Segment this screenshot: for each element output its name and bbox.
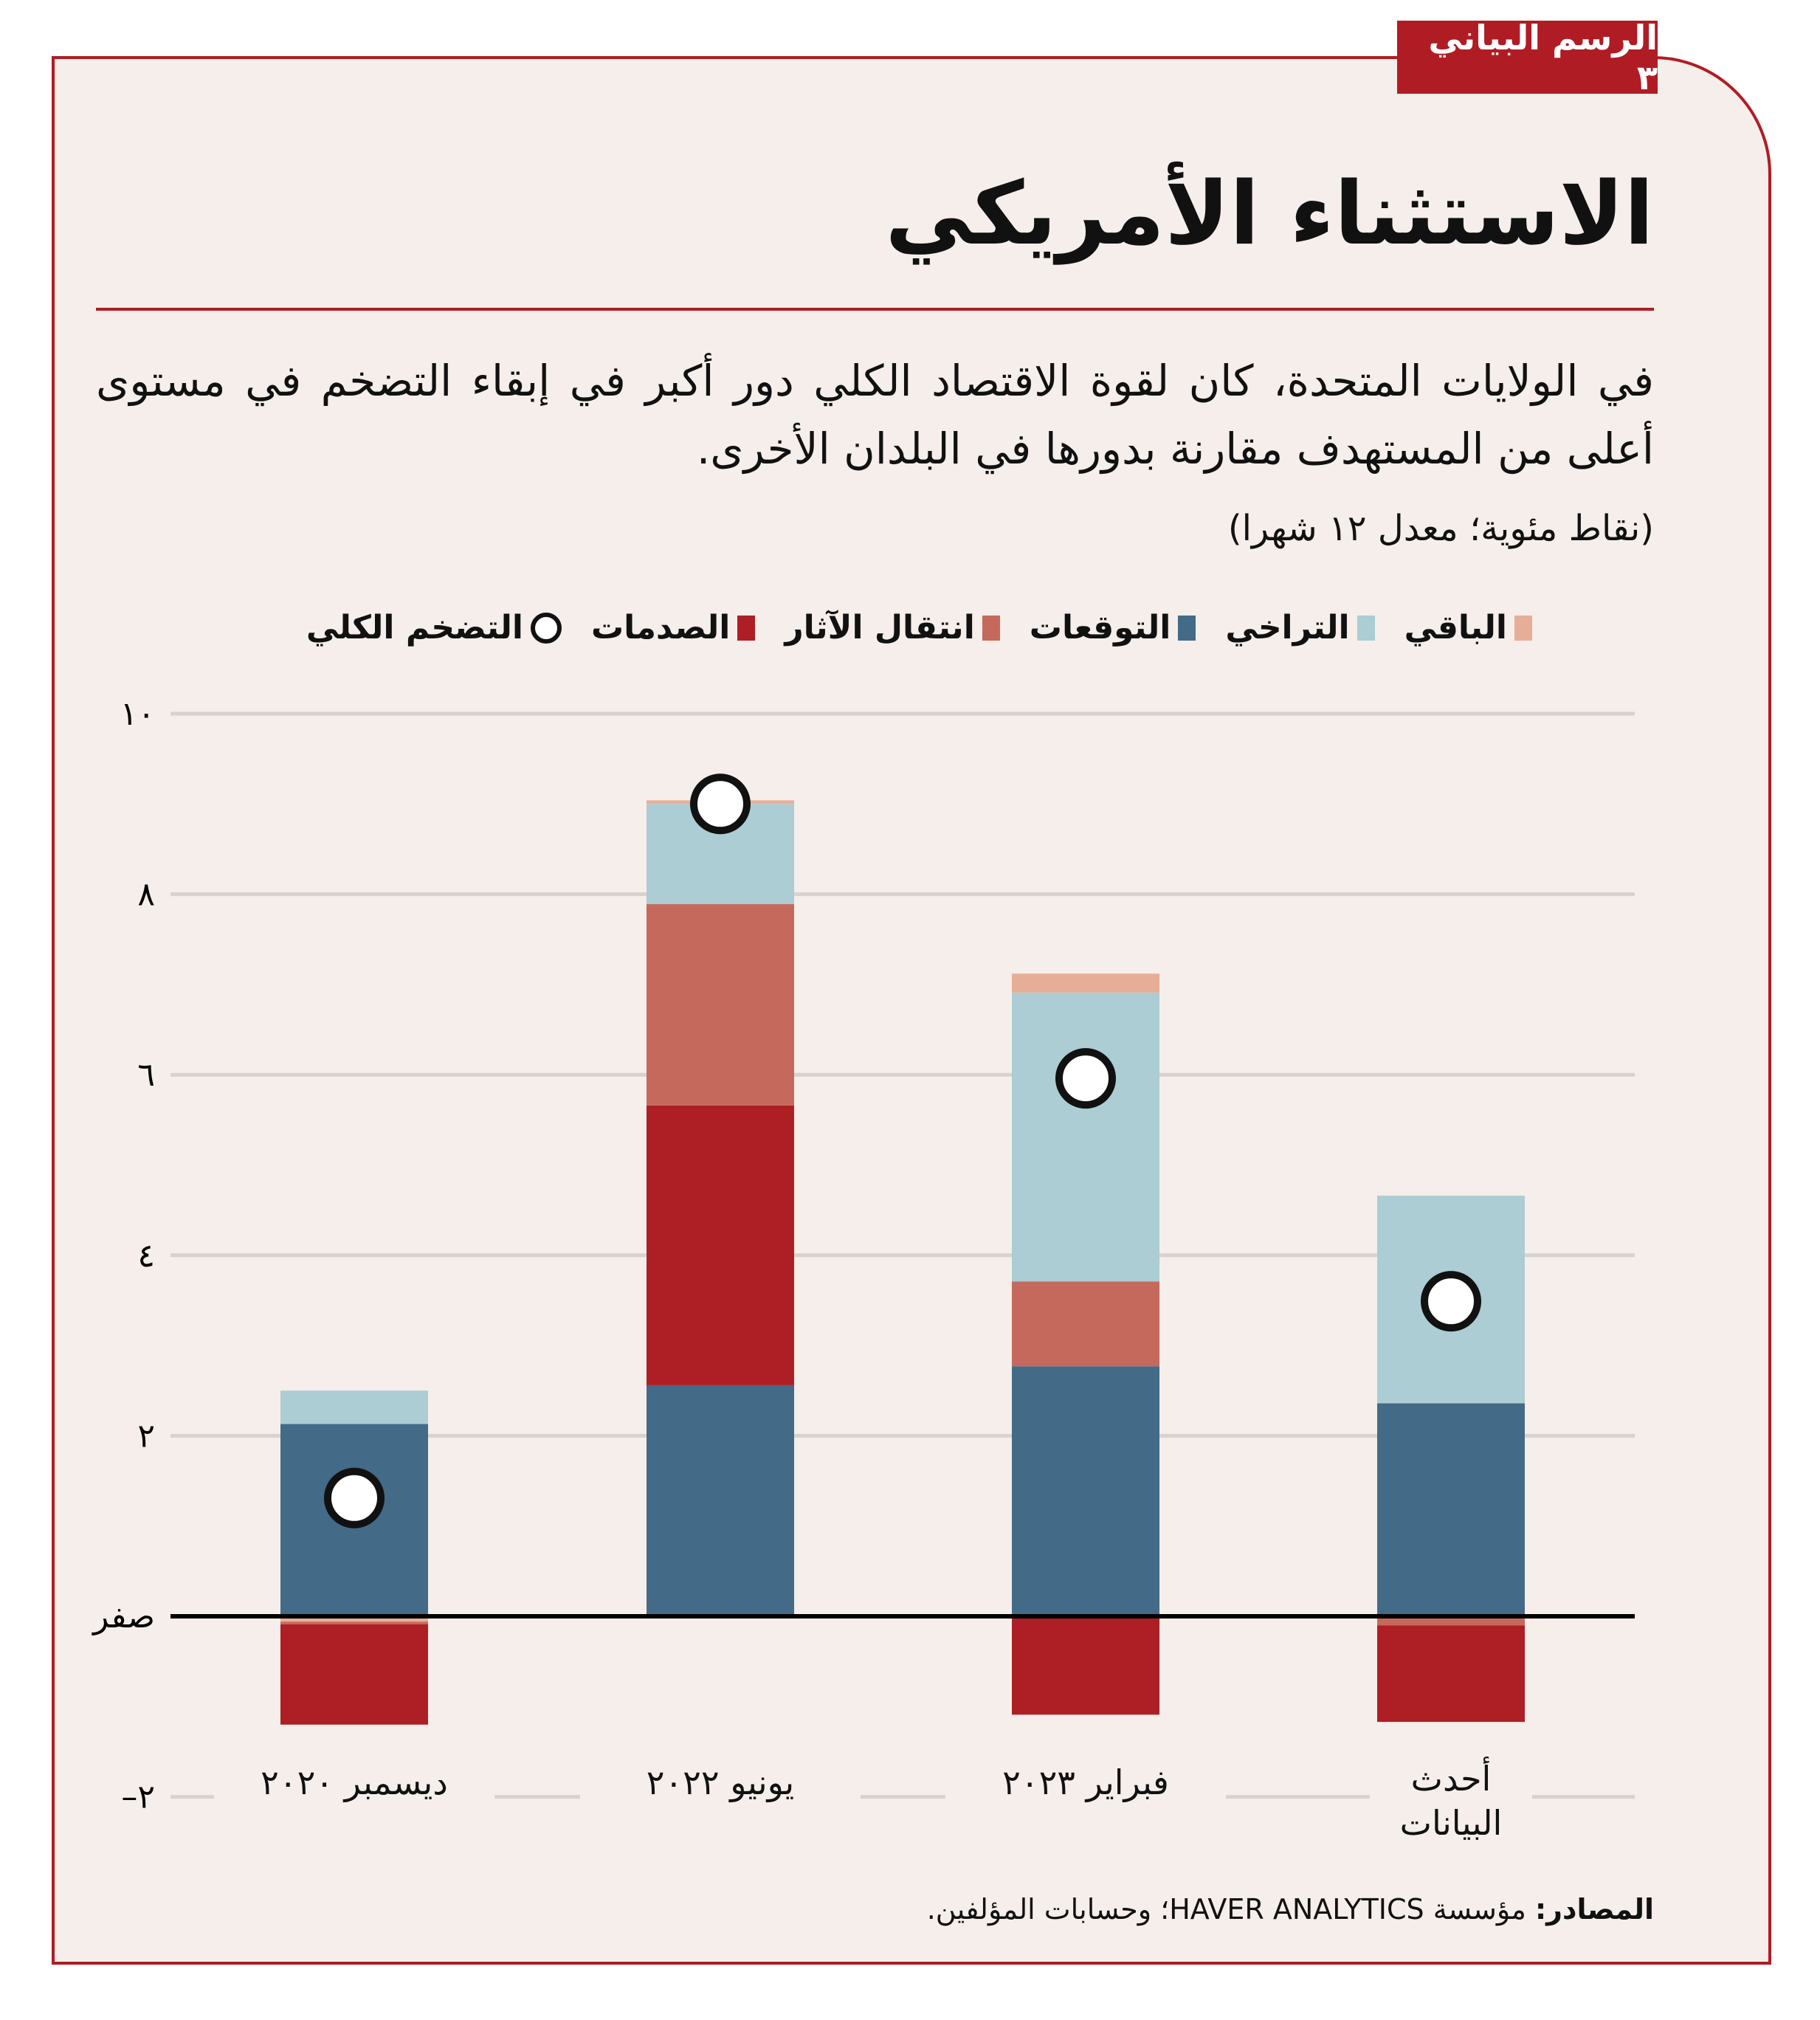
legend-swatch	[1178, 615, 1196, 641]
bar-segment	[1377, 1616, 1525, 1626]
legend-label: التراخي	[1225, 609, 1350, 647]
circle-marker-icon	[530, 612, 562, 644]
bar-segment	[280, 1616, 428, 1622]
bar-segment	[280, 1621, 428, 1625]
bar-segment	[1377, 1403, 1525, 1616]
bar-segment	[1012, 1366, 1159, 1616]
bar-segment	[647, 1385, 794, 1616]
bar-segment	[1012, 1281, 1159, 1367]
source-note: المصادر: مؤسسة HAVER ANALYTICS؛ وحسابات …	[927, 1893, 1654, 1926]
chart-title: الاستثناء الأمريكي	[885, 162, 1654, 264]
legend-item: التراخي	[1225, 609, 1375, 647]
x-tick-label: أحدث البيانات	[1370, 1757, 1532, 1845]
bar-segment	[1012, 992, 1159, 1282]
y-tick-label: ٦	[137, 1056, 155, 1094]
y-tick-label: ١٠	[120, 695, 155, 733]
x-tick-label: يونيو ٢٠٢٢	[580, 1760, 861, 1804]
y-tick-label: –٢	[121, 1779, 155, 1816]
legend: الباقي التراخي التوقعات انتقال الآثار الصدما…	[306, 609, 1532, 647]
bar-segment	[647, 904, 794, 1106]
legend-label: انتقال الآثار	[785, 609, 975, 647]
source-text: مؤسسة HAVER ANALYTICS؛ وحسابات المؤلفين.	[926, 1893, 1535, 1926]
y-tick-label: ٨	[137, 876, 155, 914]
legend-item: التضخم الكلي	[306, 609, 562, 647]
legend-label: الصدمات	[590, 609, 731, 647]
y-tick-label: صفر	[92, 1598, 155, 1635]
bar-segment	[647, 1105, 794, 1385]
legend-item: انتقال الآثار	[785, 609, 1000, 647]
legend-swatch	[982, 615, 1000, 641]
headline-inflation-marker	[1421, 1271, 1481, 1332]
legend-swatch	[1357, 615, 1375, 641]
headline-inflation-marker	[690, 773, 751, 835]
legend-label: الباقي	[1404, 609, 1507, 647]
y-tick-label: ٤	[137, 1237, 155, 1275]
bar-segment	[1377, 1625, 1525, 1723]
legend-item: التوقعات	[1030, 609, 1196, 647]
title-divider	[96, 308, 1654, 311]
bar-segment	[280, 1624, 428, 1725]
legend-swatch	[737, 615, 756, 641]
bar-segment	[280, 1390, 428, 1424]
source-label: المصادر:	[1534, 1893, 1654, 1926]
headline-inflation-marker	[324, 1467, 385, 1528]
legend-item: الصدمات	[590, 609, 756, 647]
x-tick-label: ديسمبر ٢٠٢٠	[214, 1760, 494, 1804]
legend-item: الباقي	[1404, 609, 1532, 647]
bar-segment	[1012, 1616, 1159, 1715]
headline-inflation-marker	[1055, 1048, 1116, 1109]
legend-swatch	[1514, 615, 1532, 641]
chart-number-tag: الرسم البياني ٣	[1397, 18, 1658, 97]
y-tick-label: ٢	[137, 1417, 155, 1455]
chart-subtitle: في الولايات المتحدة، كان لقوة الاقتصاد ا…	[96, 356, 1654, 474]
x-tick-label: فبراير ٢٠٢٣	[945, 1760, 1226, 1804]
units-label: (نقاط مئوية؛ معدل ١٢ شهرا)	[1227, 508, 1654, 549]
legend-label: التضخم الكلي	[306, 609, 523, 647]
legend-label: التوقعات	[1029, 609, 1171, 647]
bar-segment	[1012, 973, 1159, 993]
